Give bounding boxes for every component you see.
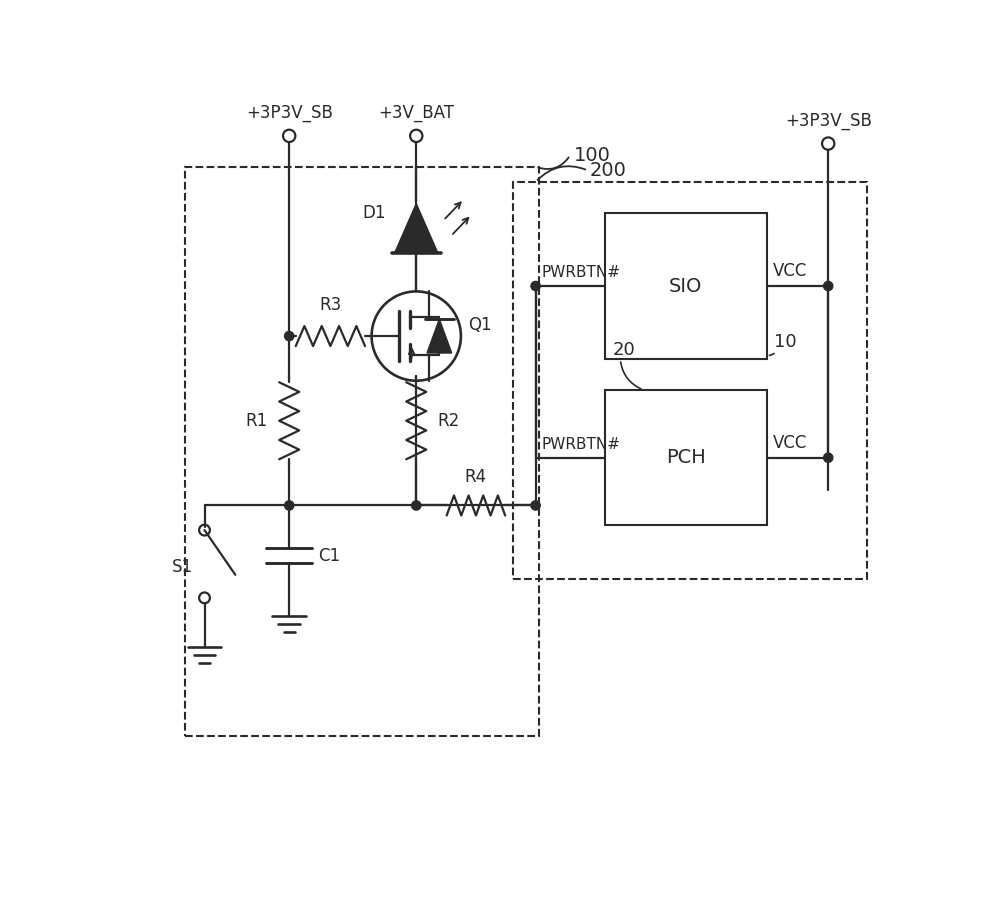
Text: C1: C1 xyxy=(318,547,341,565)
Text: R1: R1 xyxy=(245,412,268,430)
Circle shape xyxy=(285,332,294,341)
Text: D1: D1 xyxy=(362,204,385,222)
Text: R3: R3 xyxy=(319,296,342,314)
Text: Q1: Q1 xyxy=(469,315,492,334)
Circle shape xyxy=(412,501,421,510)
Text: +3P3V_SB: +3P3V_SB xyxy=(246,104,333,122)
Text: R4: R4 xyxy=(465,468,487,486)
Circle shape xyxy=(531,282,540,291)
Text: PCH: PCH xyxy=(666,448,706,467)
Text: R2: R2 xyxy=(438,412,460,430)
Text: PWRBTN#: PWRBTN# xyxy=(542,265,621,280)
Bar xyxy=(605,390,767,525)
Text: VCC: VCC xyxy=(773,433,807,452)
Circle shape xyxy=(285,501,294,510)
Text: VCC: VCC xyxy=(773,261,807,280)
Circle shape xyxy=(824,453,833,462)
Text: 10: 10 xyxy=(774,334,797,352)
Text: SIO: SIO xyxy=(669,277,702,295)
Text: +3P3V_SB: +3P3V_SB xyxy=(785,112,872,130)
Text: PWRBTN#: PWRBTN# xyxy=(542,437,621,452)
Polygon shape xyxy=(395,204,438,253)
Circle shape xyxy=(824,282,833,291)
Text: 200: 200 xyxy=(590,161,626,180)
Text: 20: 20 xyxy=(613,341,635,359)
Bar xyxy=(512,182,867,579)
Polygon shape xyxy=(427,319,452,353)
Circle shape xyxy=(531,501,540,510)
Bar xyxy=(185,166,539,737)
Bar xyxy=(605,213,767,359)
Text: +3V_BAT: +3V_BAT xyxy=(378,104,454,122)
Text: S1: S1 xyxy=(172,558,193,576)
Text: 100: 100 xyxy=(574,145,611,165)
